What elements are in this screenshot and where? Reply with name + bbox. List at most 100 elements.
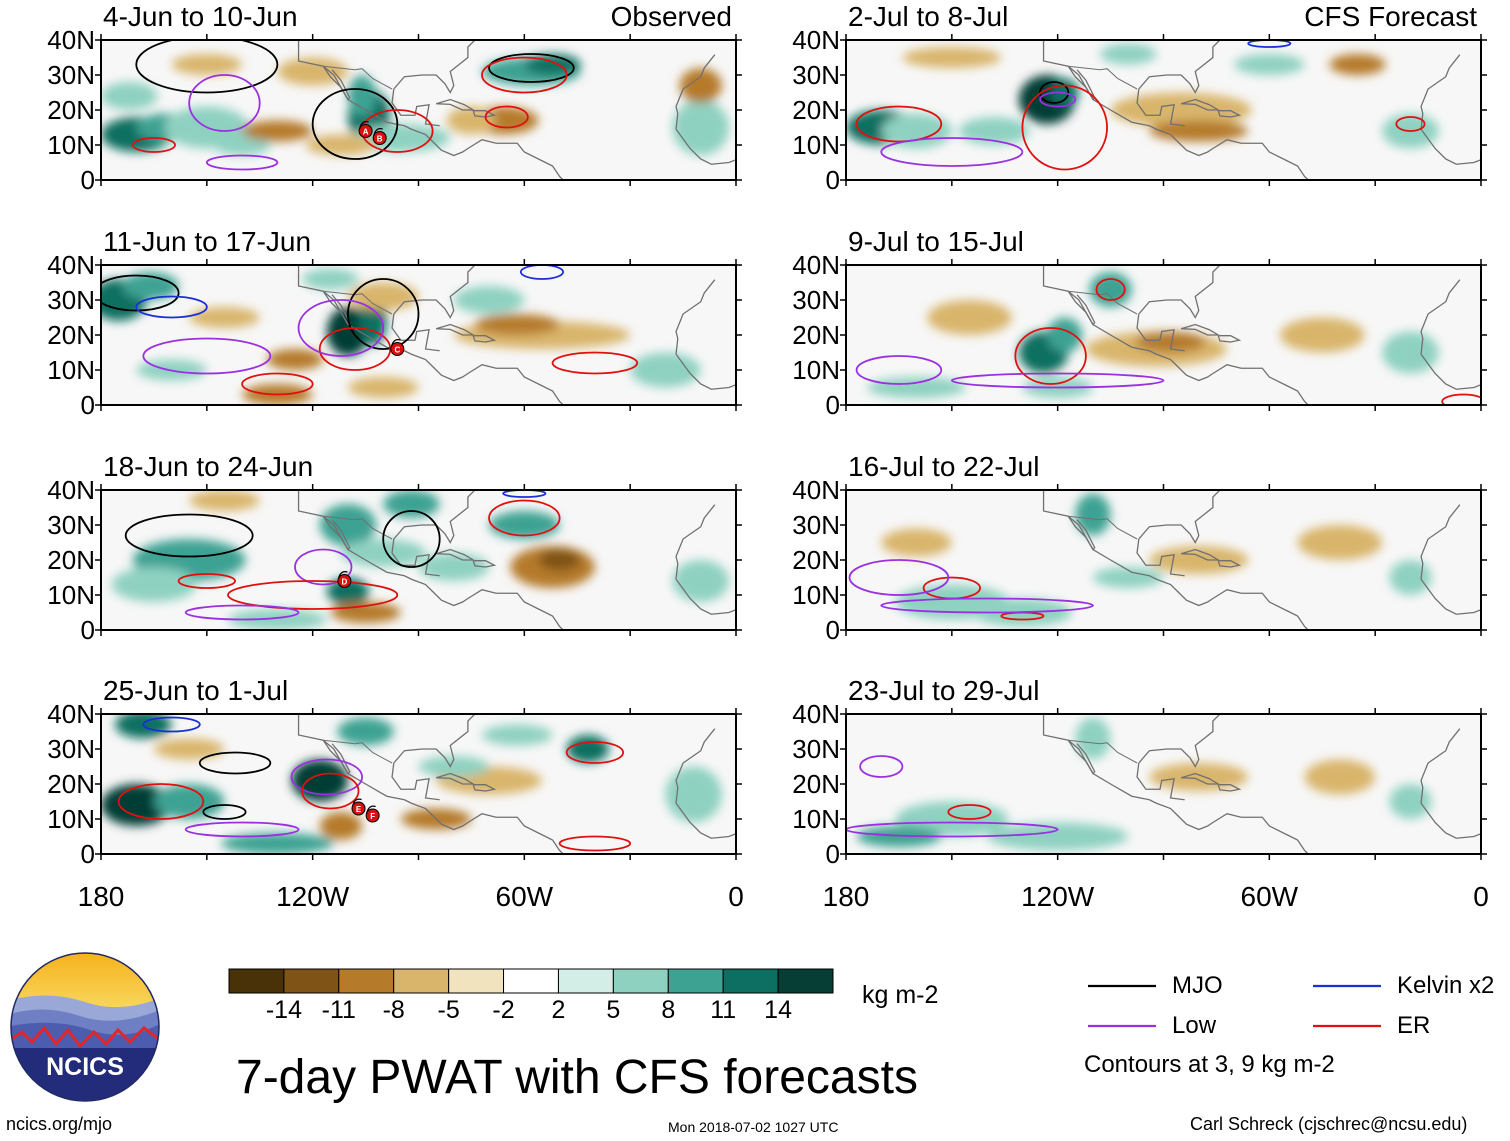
low-contour [294,548,353,586]
mjo-contour [347,278,420,350]
kelvin-contour [519,265,565,280]
pwat-anomaly-14 [302,268,359,290]
er-contour [1395,116,1426,132]
pwat-anomaly-13 [213,134,271,156]
y-tick-label: 0 [80,615,95,645]
y-tick-label: 20N [792,545,840,575]
er-contour [484,105,529,129]
coastline [393,40,476,94]
low-contour [950,372,1165,389]
coastline [150,40,564,180]
y-tick-label: 30N [47,510,95,540]
pwat-anomaly-8 [418,756,490,777]
pwat-anomaly-1 [1075,493,1111,536]
storm-marker: B [372,128,387,145]
pwat-anomaly-13 [189,307,260,328]
y-tick-label: 40N [792,25,840,55]
pwat-anomaly-11 [446,106,497,135]
pwat-anomaly-4 [101,82,158,110]
y-tick-label: 40N [792,699,840,729]
y-tick-label: 0 [825,390,840,420]
coastline [322,290,351,326]
er-contour [301,772,360,810]
colorbar-swatch [448,968,505,994]
pwat-anomaly-9 [1149,120,1249,142]
coastline [435,772,476,785]
colorbar-label: 11 [710,996,737,1024]
coastline [1138,714,1221,768]
er-contour [947,804,992,820]
kelvin-contour [502,490,547,498]
er-contour [1021,84,1108,171]
pwat-anomaly-5 [1304,759,1376,795]
footer-credit: Carl Schreck (cjschrec@ncsu.edu) [1190,1114,1468,1134]
country-border [323,515,393,540]
er-contour [565,741,625,764]
low-contour [848,559,950,596]
pwat-anomaly-4 [1149,546,1249,574]
contour-note: Contours at 3, 9 kg m-2 [1084,1051,1335,1078]
coastline [675,353,736,390]
y-tick-label: 10N [47,130,95,160]
y-tick-label: 10N [792,804,840,834]
coastline [1138,490,1221,544]
er-contour [177,573,236,589]
footer-url[interactable]: ncics.org/mjo [6,1114,113,1134]
pwat-anomaly-13 [672,560,729,602]
panel-title: 23-Jul to 29-Jul [848,675,1040,706]
low-contour [184,604,300,621]
coastline [675,54,716,130]
coastline [1217,784,1242,792]
y-tick-label: 10N [47,580,95,610]
coastline [1420,578,1481,615]
pwat-anomaly-7 [1389,560,1432,595]
colorbar-swatch [228,968,285,994]
coastline [1136,313,1185,352]
pwat-anomaly-3 [987,822,1129,851]
y-tick-label: 30N [792,734,840,764]
colorbar-label: 8 [661,996,676,1024]
coastline [1067,65,1096,101]
pwat-anomaly-10 [1382,331,1439,374]
x-tick-label: 180 [822,881,870,912]
pwat-anomaly-15 [171,54,243,75]
panel-title: 11-Jun to 17-Jun [103,226,312,257]
logo-text: NCICS [46,1053,124,1081]
pwat-anomaly-11 [1100,43,1157,65]
coastline [675,578,736,615]
pwat-anomaly-2 [1047,317,1083,353]
y-tick-label: 0 [825,615,840,645]
low-contour [205,154,279,171]
pwat-anomaly-7 [1329,54,1386,75]
pwat-anomaly-9 [340,539,426,567]
coastline [472,784,497,792]
coastline [435,548,476,561]
y-tick-label: 10N [792,130,840,160]
coastline [1217,335,1242,343]
pwat-anomaly-12 [228,609,327,630]
pwat-anomaly-7 [538,549,581,571]
kelvin-contour [135,295,208,319]
colorbar-swatch [393,968,450,994]
coastline [322,515,351,551]
storm-marker: E [351,798,366,816]
storm-marker: F [365,805,380,823]
coastline [1067,515,1096,551]
y-tick-label: 20N [47,545,95,575]
coastline [472,560,497,568]
pwat-anomaly-8 [1110,92,1252,128]
pwat-anomaly-14 [482,724,553,746]
coastline [1136,88,1185,127]
coastline [1067,739,1096,775]
column-label: CFS Forecast [1304,1,1477,32]
coastline [391,313,440,352]
storm-marker: C [390,339,405,356]
coastline [1138,40,1221,94]
y-tick-label: 20N [47,769,95,799]
storm-marker-letter: C [394,346,400,355]
country-border [1068,739,1138,764]
coastline [472,110,497,118]
pwat-anomaly-5 [383,490,440,518]
coastline [675,128,736,165]
